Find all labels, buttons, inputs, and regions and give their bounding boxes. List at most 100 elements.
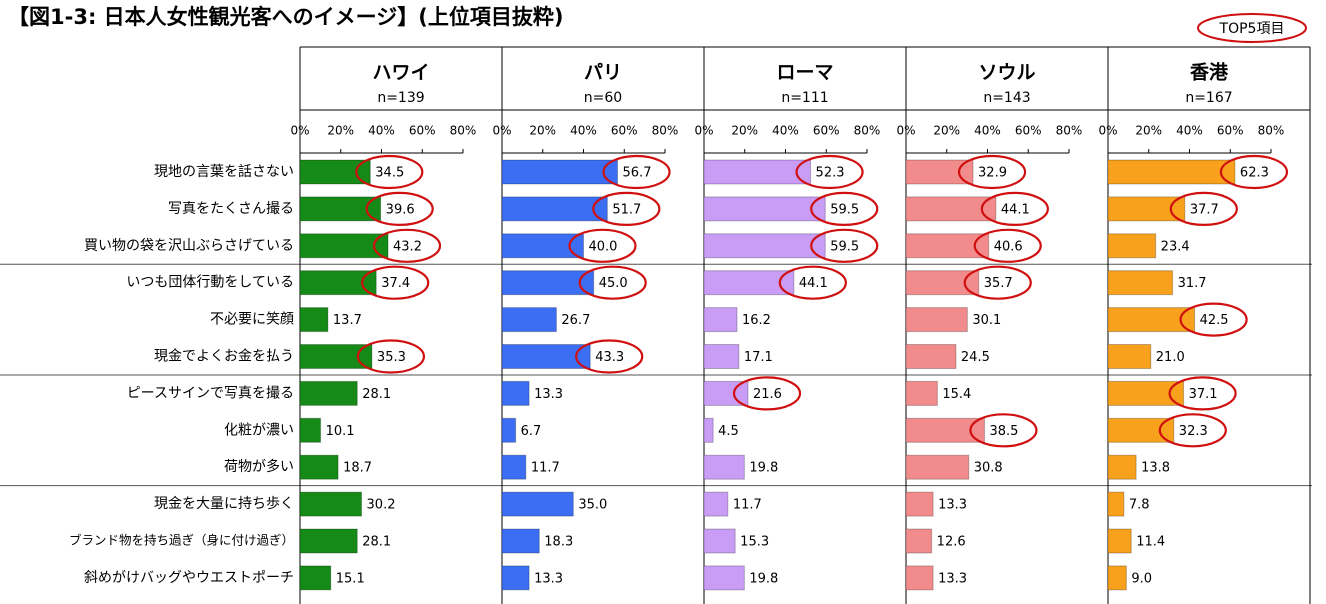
- bar: [299, 565, 332, 591]
- value-label: 15.4: [942, 387, 971, 402]
- bar: [299, 270, 377, 296]
- chart-title: 【図1-3: 日本人女性観光客へのイメージ】(上位項目抜粋): [8, 5, 563, 29]
- value-label: 45.0: [599, 276, 628, 291]
- top5-highlight: [810, 228, 879, 263]
- top5-highlight: [602, 154, 671, 190]
- top5-highlight: [1158, 413, 1227, 448]
- top5-highlight: [795, 154, 864, 190]
- bar: [905, 565, 934, 591]
- x-tick-label: 80%: [652, 124, 679, 138]
- bar: [703, 528, 736, 554]
- value-label: 35.0: [578, 498, 607, 513]
- bar: [703, 417, 714, 443]
- panel-title: ソウル: [978, 62, 1035, 84]
- bar: [299, 491, 363, 517]
- bar: [703, 196, 826, 222]
- value-label: 40.0: [589, 239, 618, 254]
- top5-highlight: [356, 339, 426, 374]
- panel-title: ハワイ: [372, 62, 429, 84]
- bar: [703, 344, 740, 369]
- category-label: 写真をたくさん撮る: [168, 200, 294, 217]
- bar: [501, 454, 527, 480]
- x-tick-label: 20%: [933, 124, 960, 138]
- value-label: 43.2: [393, 239, 422, 254]
- x-tick-label: 80%: [854, 124, 881, 138]
- bar: [1107, 196, 1186, 222]
- value-label: 30.1: [972, 313, 1001, 328]
- value-label: 7.8: [1129, 498, 1150, 513]
- bar: [1107, 565, 1127, 591]
- value-label: 18.3: [544, 535, 573, 550]
- bar: [703, 233, 826, 259]
- category-label: 化粧が濃い: [224, 422, 294, 438]
- value-label: 59.5: [830, 202, 859, 217]
- value-label: 21.0: [1156, 350, 1185, 365]
- value-label: 62.3: [1240, 166, 1269, 181]
- value-label: 6.7: [521, 424, 542, 439]
- value-label: 59.5: [830, 239, 859, 254]
- bar: [1107, 528, 1132, 554]
- bar: [1107, 270, 1174, 296]
- x-tick-label: 40%: [974, 124, 1001, 138]
- highlight-badge: [1197, 13, 1307, 43]
- value-label: 34.5: [375, 166, 404, 181]
- value-label: 18.7: [343, 461, 372, 476]
- top5-highlight: [973, 228, 1042, 263]
- value-label: 13.3: [938, 571, 967, 586]
- value-label: 32.9: [978, 166, 1007, 181]
- bar: [905, 344, 957, 369]
- category-label: いつも団体行動をしている: [126, 275, 294, 291]
- category-label: 現地の言葉を話さない: [154, 163, 294, 180]
- top5-highlight: [355, 154, 424, 190]
- value-label: 30.8: [974, 461, 1003, 476]
- panel-title: ローマ: [776, 62, 833, 84]
- value-label: 13.7: [333, 313, 362, 328]
- bar: [905, 491, 934, 517]
- x-tick-label: 20%: [1135, 124, 1162, 138]
- bar: [1107, 491, 1125, 517]
- top5-highlight: [1219, 154, 1289, 190]
- bar: [905, 270, 980, 296]
- value-label: 35.7: [984, 276, 1013, 291]
- top5-highlight: [957, 154, 1027, 190]
- panel-sample: n=139: [377, 90, 424, 106]
- value-label: 11.4: [1136, 535, 1165, 550]
- panel-title: パリ: [584, 62, 622, 84]
- value-label: 39.6: [386, 202, 415, 217]
- bar: [905, 454, 970, 480]
- panel-sample: n=167: [1185, 90, 1232, 106]
- value-label: 13.8: [1141, 461, 1170, 476]
- bar: [1107, 380, 1185, 406]
- bar: [905, 417, 985, 443]
- value-label: 37.7: [1190, 202, 1219, 217]
- top5-highlight: [980, 191, 1049, 226]
- top5-highlight: [1179, 302, 1248, 337]
- value-label: 28.1: [362, 387, 391, 402]
- top5-highlight: [575, 339, 644, 374]
- value-label: 32.3: [1179, 424, 1208, 439]
- value-label: 44.1: [799, 276, 828, 291]
- value-label: 28.1: [362, 535, 391, 550]
- x-tick-label: 80%: [450, 124, 477, 138]
- bar: [703, 159, 812, 185]
- bar: [703, 491, 729, 517]
- bar: [501, 233, 584, 259]
- bar: [299, 307, 329, 333]
- value-label: 43.3: [595, 350, 624, 365]
- category-label: 荷物が多い: [224, 458, 294, 475]
- bar: [703, 565, 745, 591]
- bar: [1107, 344, 1152, 369]
- bar: [501, 565, 530, 591]
- panel-sample: n=143: [983, 90, 1030, 106]
- category-label: 買い物の袋を沢山ぶらさげている: [84, 238, 294, 254]
- x-tick-label: 60%: [1217, 124, 1244, 138]
- top5-highlight: [810, 191, 879, 226]
- category-label: 現金でよくお金を払う: [154, 349, 294, 365]
- x-tick-label: 60%: [1015, 124, 1042, 138]
- bar: [703, 380, 749, 406]
- panel-sample: n=60: [584, 90, 622, 106]
- bar: [501, 528, 540, 554]
- bar: [1107, 159, 1236, 185]
- category-label: 斜めがけバッグやウエストポーチ: [84, 570, 294, 586]
- top5-highlight: [361, 265, 430, 300]
